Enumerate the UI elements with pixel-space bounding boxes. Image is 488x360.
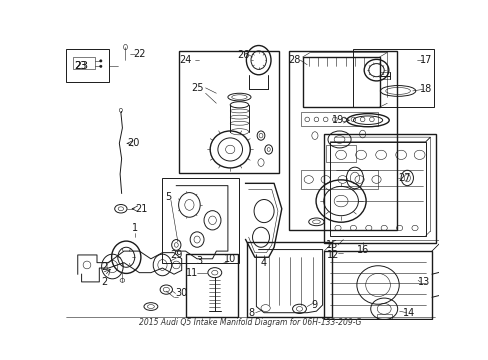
Text: 27: 27 [397,173,409,183]
Text: 23: 23 [74,60,88,71]
Text: 2015 Audi Q5 Intake Manifold Diagram for 06H-133-209-G: 2015 Audi Q5 Intake Manifold Diagram for… [139,318,361,327]
Text: 24: 24 [179,55,191,65]
Text: 22: 22 [133,49,145,59]
Text: 9: 9 [311,300,317,310]
Text: 10: 10 [224,254,236,264]
Text: 25: 25 [190,83,203,93]
Bar [302,57,379,107]
Text: 1: 1 [132,223,138,233]
Text: 3: 3 [196,256,202,266]
Text: 26: 26 [237,50,249,60]
Text: 2: 2 [102,261,107,271]
Circle shape [100,65,102,67]
Bar [301,170,377,189]
Bar [376,314,391,324]
Bar [246,242,331,317]
Bar [324,134,435,243]
Bar [324,251,431,319]
Text: 23: 23 [75,60,87,71]
Text: 11: 11 [185,267,198,278]
Bar [353,49,433,107]
Text: 20: 20 [127,138,139,148]
Text: 29: 29 [170,250,182,260]
Text: 16: 16 [356,244,368,255]
Text: 4: 4 [261,258,266,267]
Text: 2: 2 [102,277,107,287]
Circle shape [100,60,102,62]
Ellipse shape [120,278,124,282]
Bar [73,57,95,69]
Text: 18: 18 [419,84,431,94]
Bar [329,142,425,236]
Bar [325,145,356,162]
Bar [179,51,279,172]
Bar [162,178,239,263]
Text: 15: 15 [325,240,337,250]
Text: 19: 19 [331,115,344,125]
Text: 28: 28 [288,55,301,65]
Text: 8: 8 [248,308,254,318]
Text: 21: 21 [135,204,147,214]
Text: 12: 12 [326,250,339,260]
Bar [301,112,377,126]
Bar [185,254,238,317]
Bar [288,51,396,230]
Text: 14: 14 [402,308,414,318]
Text: 17: 17 [419,55,431,65]
Text: 5: 5 [165,192,171,202]
Text: 13: 13 [417,277,429,287]
Bar [66,49,108,82]
Text: 30: 30 [175,288,187,298]
